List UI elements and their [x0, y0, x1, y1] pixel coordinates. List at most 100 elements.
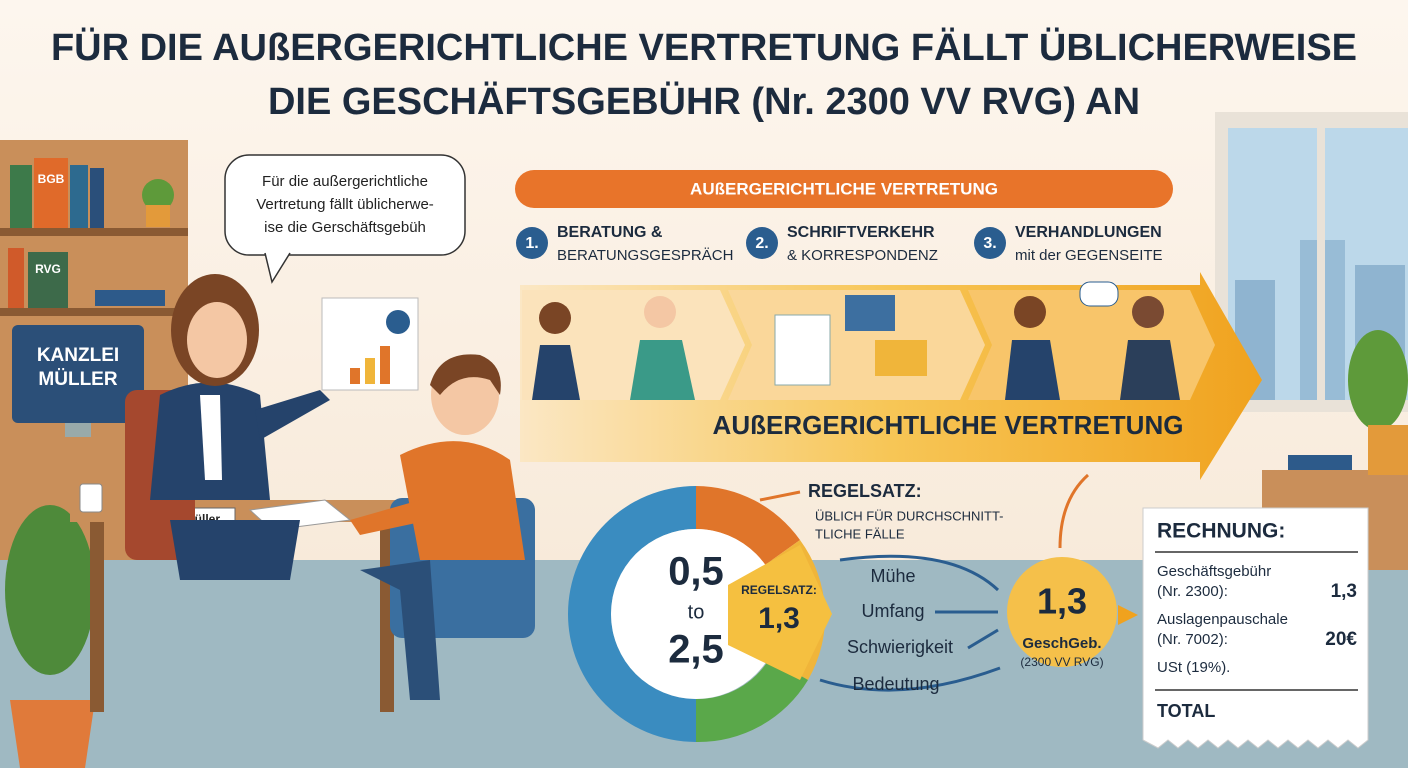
factor: Umfang [861, 601, 924, 621]
invoice-item-amount: 20€ [1325, 629, 1357, 650]
factor-arrow [967, 628, 999, 650]
speech-text: Für die außergerichtliche [262, 173, 428, 190]
result-value: 1,3 [1037, 581, 1087, 622]
book [8, 248, 24, 308]
invoice-item-label: (Nr. 7002): [1157, 631, 1228, 648]
invoice-item-label: (Nr. 2300): [1157, 583, 1228, 600]
plant [5, 505, 95, 675]
woman-skirt [170, 520, 300, 580]
book [1288, 455, 1352, 470]
monitor-stand [65, 423, 91, 437]
step-badge [516, 227, 548, 259]
speech-text: ise die Gerschäftsgebüh [264, 219, 426, 236]
rate-heading: REGELSATZ: [808, 481, 922, 501]
poster-pie [386, 310, 410, 334]
step-number: 3. [983, 235, 996, 252]
speech-tail [264, 252, 291, 284]
book [28, 252, 68, 308]
invoice-item-amount: 1,3 [1331, 581, 1357, 602]
factor: Schwierigkeit [847, 637, 953, 657]
woman-shirt [200, 395, 222, 480]
step-title: BERATUNG & [557, 224, 663, 241]
speech-bubble [224, 154, 466, 256]
document [774, 314, 831, 386]
person-head [539, 302, 571, 334]
step-number: 1. [525, 235, 538, 252]
invoice-items: Geschäftsgebühr (Nr. 2300): 1,3 Auslagenpau… [1157, 563, 1357, 676]
step-subtitle: BERATUNGSGESPRÄCH [557, 247, 733, 264]
monitor-text: MÜLLER [38, 369, 117, 390]
mug [79, 483, 103, 513]
donut-segment [696, 658, 808, 743]
person-body [1005, 340, 1060, 400]
chat-bubble [1079, 281, 1119, 307]
title: DIE GESCHÄFTSGEBÜHR (Nr. 2300 VV RVG) AN [268, 80, 1140, 123]
shelf [0, 228, 188, 236]
woman-arm [255, 390, 330, 440]
result-ref: (2300 VV RVG) [1020, 655, 1103, 669]
factor: Mühe [870, 566, 915, 586]
step-subtitle: & KORRESPONDENZ [787, 247, 938, 264]
desk-leg [90, 522, 104, 712]
person-body [532, 345, 580, 400]
speech-text: Vertretung fällt üblicherwe- [256, 196, 434, 213]
pot [10, 700, 95, 768]
result-label: GeschGeb. [1022, 635, 1101, 652]
book [90, 168, 104, 228]
rate-description: TLICHE FÄLLE [815, 526, 905, 541]
invoice-title: RECHNUNG: [1157, 520, 1285, 543]
step-title: VERHANDLUNGEN [1015, 224, 1162, 241]
step-number: 2. [755, 235, 768, 252]
poster-bar [350, 368, 360, 384]
banner-text: AUßERGERICHTLICHE VERTRETUNG [690, 179, 998, 198]
donut-segment [568, 486, 696, 742]
invoice-item-label: Geschäftsgebühr [1157, 563, 1271, 580]
man-body [400, 441, 525, 560]
step-panel [522, 290, 745, 400]
person-body [630, 340, 695, 400]
person-head [1014, 296, 1046, 328]
person-head [1132, 296, 1164, 328]
person-body [1120, 340, 1180, 400]
connector [1058, 473, 1089, 549]
person-head [644, 296, 676, 328]
note-pointer [759, 490, 801, 502]
poster-bar [365, 358, 375, 384]
donut-segment [696, 486, 800, 565]
woman-face [187, 302, 247, 378]
invoice-item-label: USt (19%). [1157, 659, 1230, 676]
result-arrow [1118, 605, 1138, 625]
donut-hole [611, 529, 781, 699]
range-min: 0,5 [668, 550, 724, 594]
step-title: SCHRIFTVERKEHR [787, 224, 935, 241]
book-label: RVG [35, 262, 61, 276]
arrow-label: AUßERGERICHTLICHE VERTRETUNG [713, 410, 1184, 440]
window-bar [1317, 128, 1325, 400]
steps: 1. BERATUNG & BERATUNGSGESPRÄCH 2. SCHRIFTVE… [516, 224, 1163, 264]
plant [1348, 330, 1408, 430]
result-circle [1007, 557, 1117, 667]
factor-arrow [819, 666, 1001, 692]
factor-arrows [819, 554, 1001, 692]
plant [142, 179, 174, 211]
invoice [1142, 507, 1369, 749]
step-subtitle: mit der GEGENSEITE [1015, 247, 1163, 264]
banner [515, 170, 1173, 208]
pot [1368, 425, 1408, 475]
man-arm [350, 500, 430, 535]
monitor [12, 325, 144, 423]
pot [146, 205, 170, 227]
man-legs [360, 560, 440, 700]
monitor-text: KANZLEI [37, 345, 119, 366]
shelf [0, 308, 188, 316]
step-badge [974, 227, 1006, 259]
rate-wedge [728, 545, 832, 680]
range-max: 2,5 [668, 628, 724, 672]
title: FÜR DIE AUßERGERICHTLICHE VERTRETUNG FÄL… [51, 26, 1357, 69]
envelope [875, 340, 927, 376]
invoice-item-label: Auslagenpauschale [1157, 611, 1288, 628]
factor-arrow [839, 554, 1000, 592]
book [95, 290, 165, 306]
